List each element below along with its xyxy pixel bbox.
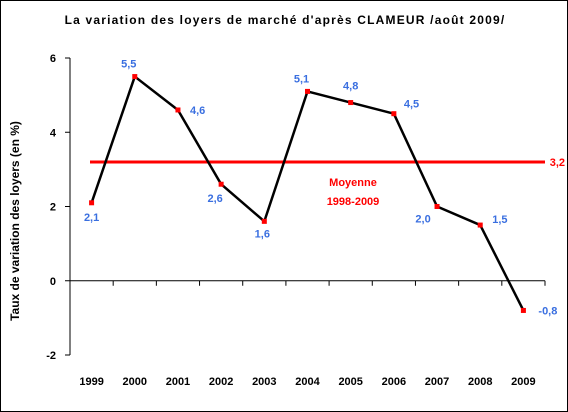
y-tick-label: 2: [50, 202, 56, 214]
x-tick-label: 2007: [425, 376, 449, 388]
series-line: [90, 75, 525, 312]
data-point: [261, 218, 267, 224]
x-tick-label: 2001: [166, 376, 190, 388]
data-point: [434, 204, 440, 209]
data-label: 2,6: [207, 193, 222, 205]
x-tick-label: 2006: [382, 376, 406, 388]
data-point: [391, 111, 397, 117]
mean-annotation-label: 1998-2009: [327, 196, 380, 208]
y-tick-label: 0: [50, 276, 56, 288]
mean-value-label: 3,2: [550, 157, 565, 169]
mean-annotation-label: Moyenne: [329, 177, 377, 189]
x-tick-label: 2005: [338, 376, 362, 388]
data-point: [348, 100, 354, 106]
data-label: 2,1: [84, 212, 99, 224]
data-label: 4,5: [404, 99, 419, 111]
x-tick-label: 2003: [252, 376, 276, 388]
data-label: -0,8: [538, 305, 557, 317]
data-point: [477, 222, 483, 228]
data-label: 2,0: [415, 214, 430, 226]
data-label: 5,1: [294, 73, 309, 85]
data-point: [132, 74, 138, 80]
x-tick-label: 2009: [511, 376, 535, 388]
data-point: [175, 107, 181, 113]
chart-title: La variation des loyers de marché d'aprè…: [64, 13, 506, 27]
data-point: [89, 200, 95, 206]
x-tick-label: 2004: [295, 376, 320, 388]
data-label: 1,5: [492, 214, 507, 226]
data-label: 4,8: [343, 81, 358, 93]
y-tick-label: -2: [46, 350, 56, 362]
y-tick-label: 4: [50, 127, 57, 139]
data-point: [305, 88, 310, 94]
data-label: 4,6: [190, 105, 205, 117]
x-tick-label: 2002: [209, 376, 233, 388]
x-tick-label: 2000: [123, 376, 147, 388]
data-point: [520, 307, 526, 313]
data-label: 5,5: [121, 59, 136, 71]
y-tick-label: 6: [50, 53, 56, 65]
x-tick-label: 1999: [79, 376, 103, 388]
data-label: 1,6: [255, 228, 270, 240]
data-point: [218, 181, 224, 187]
x-tick-label: 2008: [468, 376, 492, 388]
